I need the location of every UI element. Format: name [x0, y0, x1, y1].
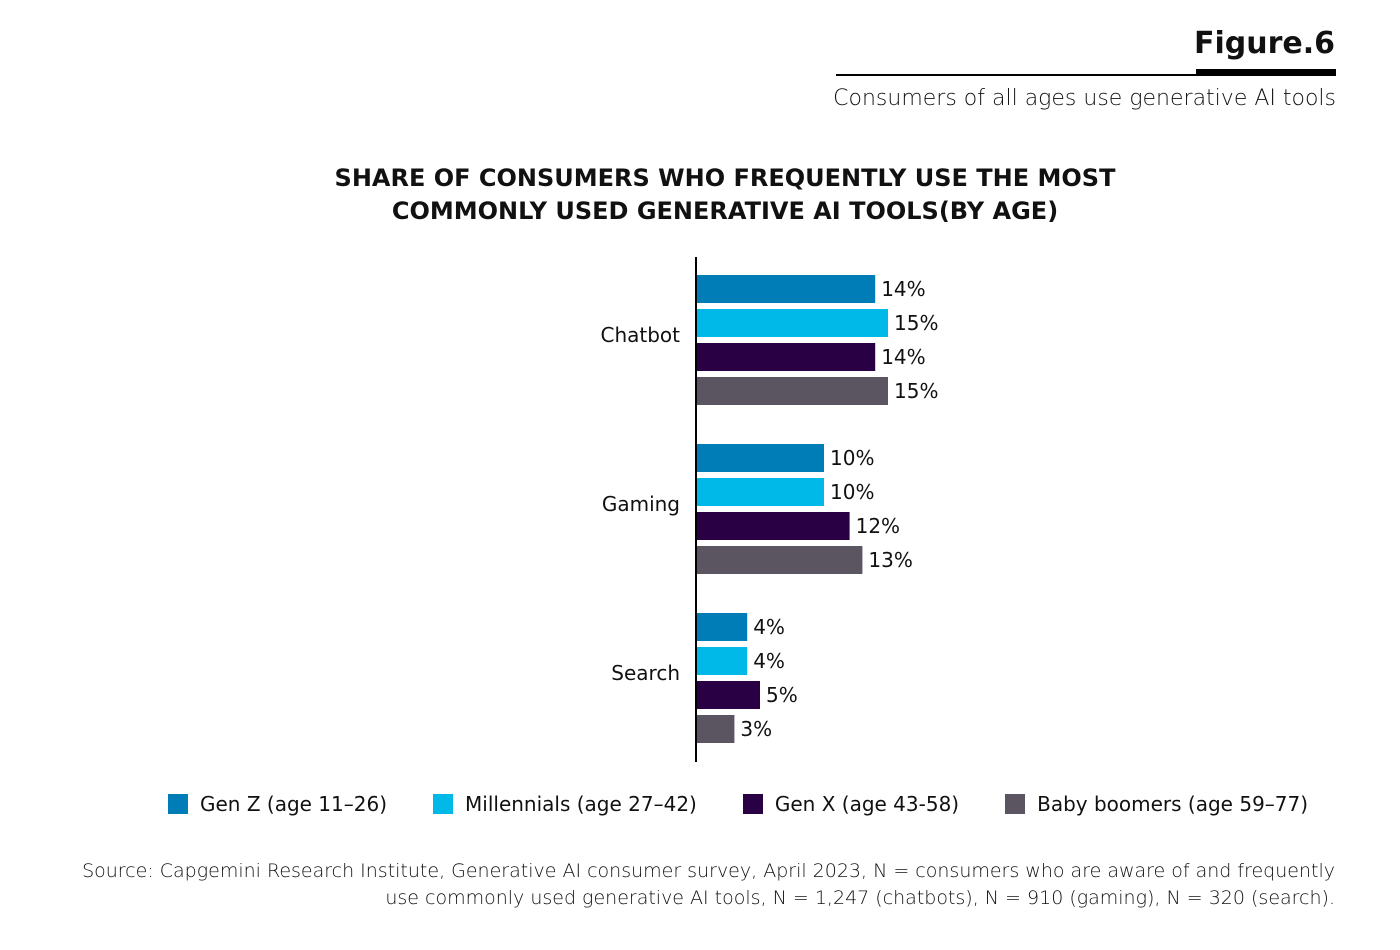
source-line-2: use commonly used generative AI tools, N…	[385, 887, 1335, 909]
legend-swatch	[168, 794, 188, 814]
bar	[696, 377, 888, 405]
category-label: Gaming	[602, 492, 680, 516]
data-label: 3%	[740, 717, 772, 741]
legend-swatch	[433, 794, 454, 814]
bar	[696, 715, 735, 743]
legend-item: Gen Z (age 11–26)	[168, 792, 387, 816]
data-label: 5%	[766, 683, 798, 707]
legend-label: Gen X (age 43-58)	[774, 792, 960, 816]
header-rule	[836, 74, 1336, 76]
chart-title-line-2: COMMONLY USED GENERATIVE AI TOOLS(BY AGE…	[391, 197, 1059, 225]
bar	[696, 478, 824, 506]
data-label: 12%	[856, 514, 900, 538]
data-label: 14%	[881, 345, 925, 369]
bar	[696, 444, 824, 472]
legend-swatch	[1005, 794, 1026, 814]
data-label: 13%	[868, 548, 912, 572]
data-label: 10%	[830, 446, 874, 470]
bar	[696, 647, 748, 675]
legend-swatch	[742, 794, 763, 814]
header-rule-accent	[1196, 69, 1336, 76]
data-label: 15%	[894, 311, 938, 335]
legend-label: Millennials (age 27–42)	[465, 792, 697, 816]
legend-label: Baby boomers (age 59–77)	[1037, 792, 1309, 816]
data-label: 14%	[881, 277, 925, 301]
category-label: Chatbot	[600, 323, 680, 347]
chart-title-line-1: SHARE OF CONSUMERS WHO FREQUENTLY USE TH…	[334, 164, 1116, 192]
bar	[696, 309, 888, 337]
legend-item: Baby boomers (age 59–77)	[1005, 792, 1308, 816]
bar	[696, 343, 876, 371]
bar	[696, 681, 760, 709]
data-label: 4%	[753, 615, 785, 639]
legend-item: Gen X (age 43-58)	[742, 792, 960, 816]
legend-label: Gen Z (age 11–26)	[200, 792, 388, 816]
category-label: Search	[611, 661, 680, 685]
data-label: 10%	[830, 480, 874, 504]
figure-label: Figure.6	[1193, 26, 1335, 61]
legend-item: Millennials (age 27–42)	[433, 792, 697, 816]
source-line-1: Source: Capgemini Research Institute, Ge…	[82, 860, 1335, 882]
bar	[696, 546, 863, 574]
bar	[696, 512, 850, 540]
bar	[696, 613, 748, 641]
bar	[696, 275, 876, 303]
source-note: Source: Capgemini Research Institute, Ge…	[82, 858, 1335, 912]
chart-title: SHARE OF CONSUMERS WHO FREQUENTLY USE TH…	[0, 162, 1400, 228]
data-label: 15%	[894, 379, 938, 403]
data-label: 4%	[753, 649, 785, 673]
legend: Gen Z (age 11–26) Millennials (age 27–42)…	[168, 792, 1354, 816]
figure-subtitle: Consumers of all ages use generative AI …	[833, 86, 1336, 111]
